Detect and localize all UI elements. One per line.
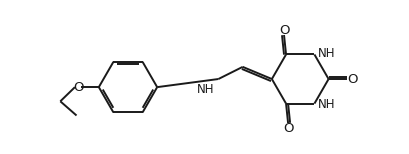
Text: NH: NH — [317, 98, 334, 111]
Text: O: O — [347, 73, 357, 85]
Text: O: O — [282, 122, 292, 135]
Text: NH: NH — [196, 83, 214, 96]
Text: O: O — [73, 81, 83, 94]
Text: O: O — [278, 24, 289, 37]
Text: NH: NH — [317, 47, 334, 60]
